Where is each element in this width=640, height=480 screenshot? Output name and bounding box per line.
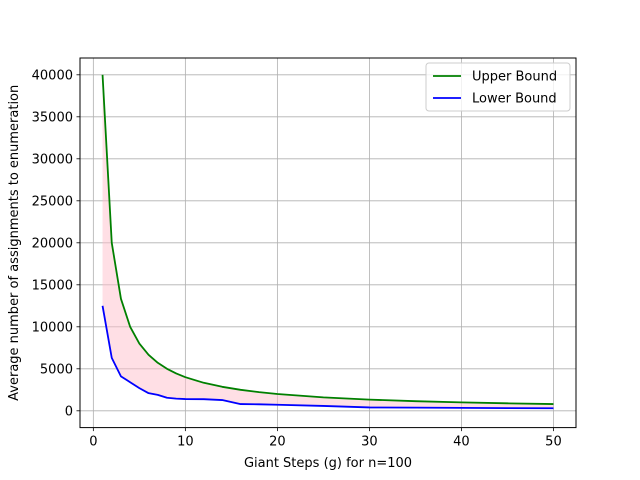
legend: Upper Bound Lower Bound xyxy=(425,62,571,112)
x-tick-label: 0 xyxy=(89,435,97,450)
y-tick-label: 30000 xyxy=(32,152,73,167)
series-line-upper-bound xyxy=(101,74,554,405)
x-tick-label: 40 xyxy=(453,435,470,450)
series-lines xyxy=(101,74,554,410)
x-tick-label: 50 xyxy=(545,435,562,450)
y-tick-label: 15000 xyxy=(32,278,73,293)
y-axis-label: Average number of assignments to enumera… xyxy=(7,85,22,401)
grid xyxy=(80,58,576,428)
y-ticks: 0 5000 10000 15000 20000 25000 30000 35000 40000 xyxy=(32,68,80,419)
legend-box xyxy=(425,62,571,112)
x-tick-label: 10 xyxy=(177,435,194,450)
y-tick-label: 0 xyxy=(65,404,73,419)
y-tick-label: 25000 xyxy=(32,194,73,209)
x-axis-label: Giant Steps (g) for n=100 xyxy=(244,456,412,471)
x-tick-label: 30 xyxy=(361,435,378,450)
y-tick-label: 35000 xyxy=(32,110,73,125)
bound-fill-area xyxy=(102,74,554,409)
x-ticks: 0 10 20 30 40 50 xyxy=(89,427,562,450)
legend-label-upper-bound: Upper Bound xyxy=(472,70,557,85)
y-tick-label: 5000 xyxy=(40,362,73,377)
y-tick-label: 40000 xyxy=(32,68,73,83)
y-tick-label: 20000 xyxy=(32,236,73,251)
series-line-lower-bound xyxy=(101,305,554,410)
x-tick-label: 20 xyxy=(269,435,286,450)
y-tick-label: 10000 xyxy=(32,320,73,335)
fill-region xyxy=(102,74,554,409)
legend-label-lower-bound: Lower Bound xyxy=(472,92,557,107)
